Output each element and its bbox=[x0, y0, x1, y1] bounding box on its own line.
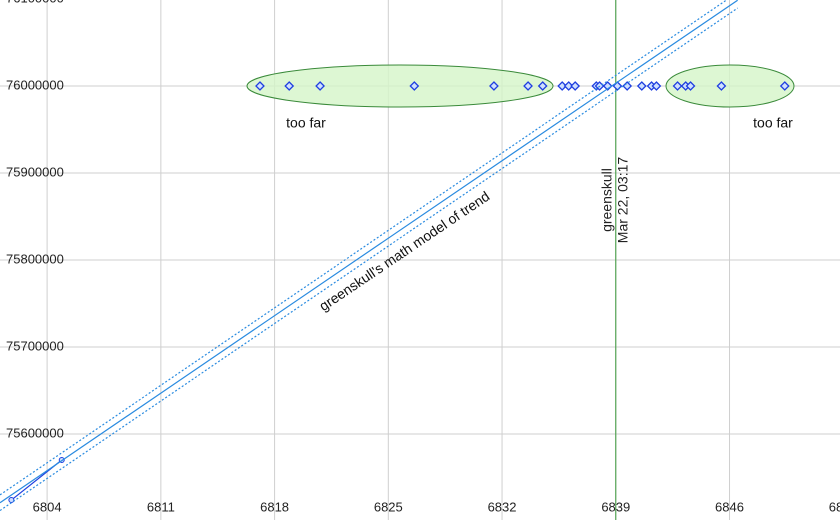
y-tick-label: 75600000 bbox=[6, 425, 64, 440]
data-point bbox=[672, 81, 683, 91]
x-tick-label: 6818 bbox=[260, 499, 289, 514]
x-tick-label: 6839 bbox=[601, 499, 630, 514]
data-point bbox=[537, 81, 548, 91]
trend-band bbox=[0, 7, 738, 512]
annotation: too far bbox=[753, 115, 793, 131]
annotation: greenskull's math model of trend bbox=[316, 188, 492, 314]
x-tick-label: 6853 bbox=[829, 499, 840, 514]
data-point bbox=[523, 81, 533, 91]
trend-band bbox=[0, 0, 728, 496]
x-tick-label: 6804 bbox=[33, 499, 62, 514]
highlight-ellipse bbox=[246, 64, 554, 108]
data-point bbox=[612, 81, 623, 91]
line-point bbox=[8, 497, 15, 504]
data-point bbox=[651, 81, 662, 91]
data-point bbox=[284, 81, 295, 91]
x-tick-label: 6832 bbox=[488, 499, 517, 514]
data-point bbox=[409, 81, 420, 91]
y-tick-label: 76000000 bbox=[6, 77, 64, 92]
data-point bbox=[315, 81, 325, 91]
marker-label: greenskull bbox=[598, 168, 614, 232]
trend-line bbox=[0, 0, 738, 504]
data-point bbox=[685, 81, 696, 91]
data-point bbox=[602, 81, 613, 91]
annotation: too far bbox=[286, 115, 326, 131]
y-tick-label: 75700000 bbox=[6, 338, 64, 353]
y-tick-label: 75800000 bbox=[6, 251, 64, 266]
x-tick-label: 6811 bbox=[147, 499, 175, 514]
data-point bbox=[636, 81, 647, 91]
y-tick-label: 76100000 bbox=[6, 0, 64, 5]
marker-date: Mar 22, 03:17 bbox=[614, 157, 630, 244]
x-tick-label: 6825 bbox=[374, 499, 403, 514]
highlight-ellipse bbox=[665, 64, 795, 108]
y-tick-label: 75900000 bbox=[6, 164, 64, 179]
data-point bbox=[255, 81, 265, 91]
data-point bbox=[779, 81, 790, 91]
data-point bbox=[557, 81, 568, 91]
data-point bbox=[570, 81, 581, 91]
data-point bbox=[716, 81, 727, 91]
data-point bbox=[622, 81, 633, 91]
data-point bbox=[489, 81, 499, 91]
data-point bbox=[563, 81, 574, 91]
x-tick-label: 6846 bbox=[715, 499, 744, 514]
